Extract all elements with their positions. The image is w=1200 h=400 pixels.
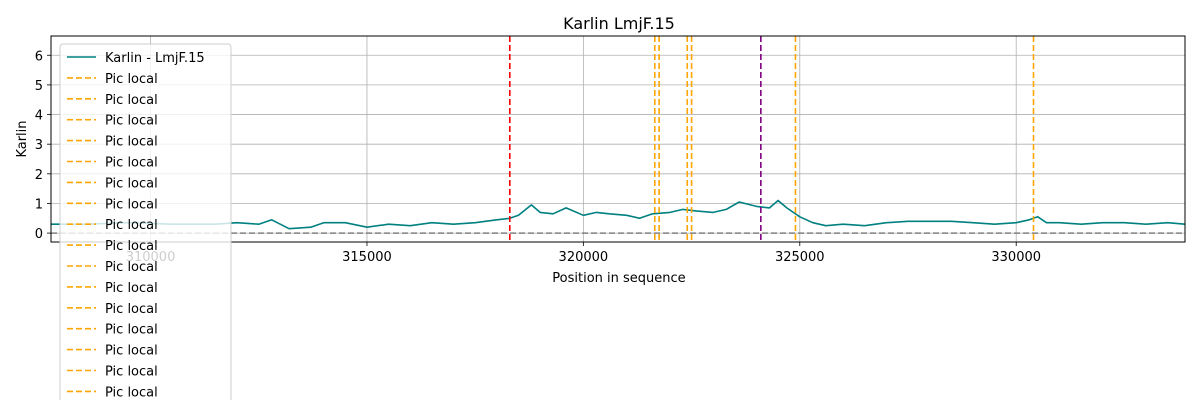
- legend-label: Pic local: [105, 302, 158, 317]
- legend-label: Pic local: [105, 72, 158, 87]
- x-tick-label: 320000: [559, 250, 609, 265]
- legend-label: Pic local: [105, 135, 158, 150]
- legend-label: Pic local: [105, 93, 158, 108]
- legend-label: Pic local: [105, 365, 158, 380]
- y-tick-label: 1: [35, 197, 43, 212]
- plot-frame: [50, 35, 1186, 243]
- y-tick-label: 0: [35, 227, 43, 242]
- x-tick-label: 325000: [775, 250, 825, 265]
- chart-title: Karlin LmjF.15: [563, 14, 675, 33]
- y-tick-label: 3: [35, 138, 43, 153]
- legend-box: [59, 43, 232, 400]
- y-tick-label: 2: [35, 168, 43, 183]
- vertical-markers: [508, 36, 1035, 242]
- legend-label: Pic local: [105, 281, 158, 296]
- y-axis-label: Karlin: [15, 120, 30, 157]
- legend-label: Pic local: [105, 323, 158, 338]
- x-tick-label: 330000: [991, 250, 1041, 265]
- y-tick-label: 4: [35, 109, 43, 124]
- legend: Karlin - LmjF.15 Pic local Pic local Pic lo…: [59, 43, 232, 400]
- legend-label: Pic local: [105, 114, 158, 129]
- legend-label: Pic local: [105, 156, 158, 171]
- x-ticks: 310000315000320000325000330000: [126, 242, 1041, 265]
- x-axis-label: Position in sequence: [552, 271, 685, 286]
- y-tick-label: 6: [35, 49, 43, 64]
- x-tick-label: 315000: [342, 250, 392, 265]
- legend-label: Pic local: [105, 197, 158, 212]
- legend-label: Pic local: [105, 344, 158, 359]
- y-tick-label: 5: [35, 79, 43, 94]
- legend-label: Pic local: [105, 260, 158, 275]
- legend-label: Pic local: [105, 239, 158, 254]
- legend-label: Pic local: [105, 385, 158, 400]
- legend-label: Karlin - LmjF.15: [105, 51, 205, 66]
- series-line-karlin: [51, 199, 1186, 230]
- series-layer: [51, 199, 1186, 230]
- legend-label: Pic local: [105, 176, 158, 191]
- y-ticks: 0 1 2 3 4 5 6: [35, 49, 51, 242]
- legend-label: Pic local: [105, 218, 158, 233]
